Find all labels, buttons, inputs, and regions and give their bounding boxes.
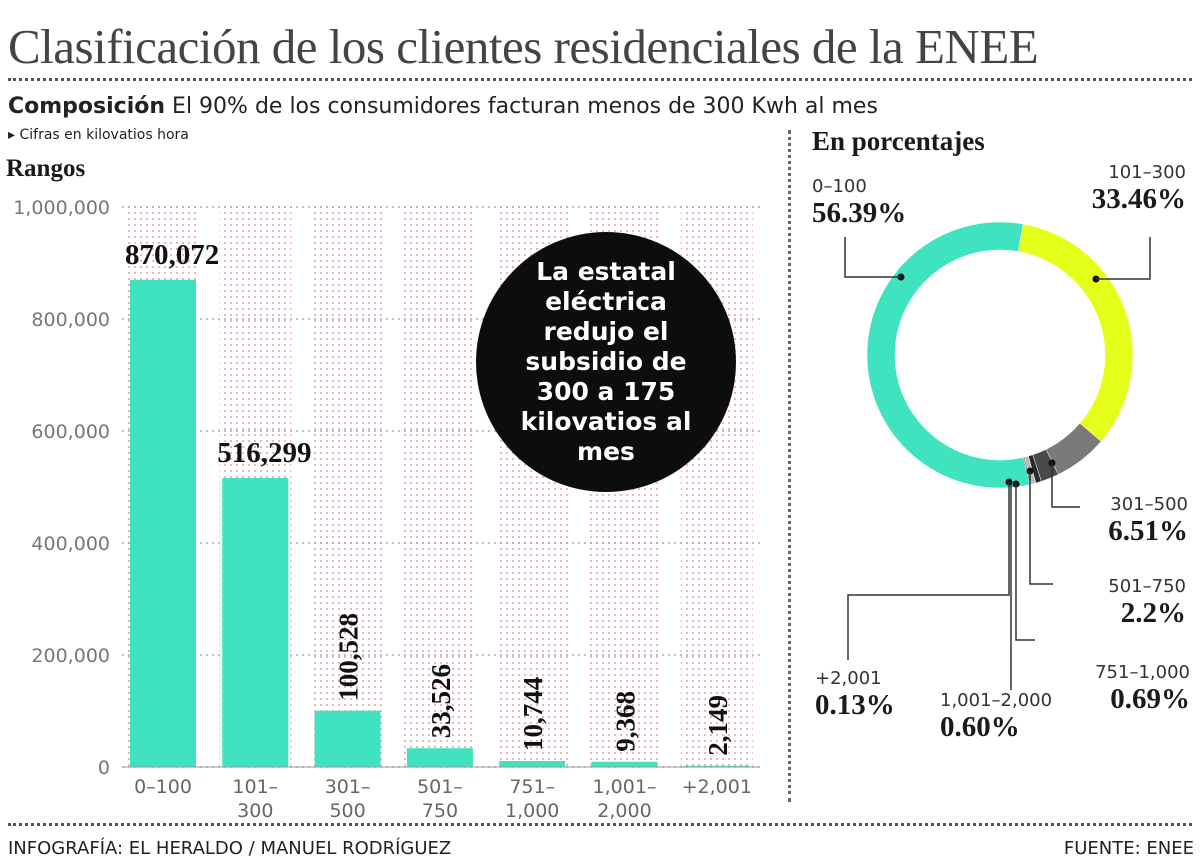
donut-label-301-500: 301–500 6.51% [1108, 494, 1188, 548]
leader-line-101-300 [1096, 237, 1151, 280]
data-label: 870,072 [125, 239, 219, 271]
column-background [311, 205, 384, 767]
slice-range: 301–500 [1110, 494, 1188, 515]
slice-range: 751–1,000 [1095, 662, 1190, 683]
leader-line-2001 [847, 482, 1010, 660]
x-tick-label: 501– [417, 776, 463, 798]
footer-divider [8, 823, 1192, 826]
triangle-icon: ▸ [8, 127, 16, 143]
x-tick-label: 2,000 [597, 800, 651, 820]
y-tick-label: 0 [98, 757, 110, 779]
data-label: 10,744 [518, 677, 548, 751]
y-tick-label: 1,000,000 [13, 197, 110, 219]
donut-slice [866, 221, 1031, 489]
x-tick-label: 1,000 [505, 800, 559, 820]
slice-percent: 0.13% [815, 689, 895, 721]
bar [406, 748, 473, 767]
donut-label-101-300: 101–300 33.46% [1092, 162, 1186, 216]
source: FUENTE: ENEE [1063, 838, 1194, 859]
section-divider [788, 130, 791, 802]
x-tick-label: 300 [237, 800, 273, 820]
donut-label-0-100: 0–100 56.39% [812, 176, 906, 230]
y-tick-label: 400,000 [31, 533, 110, 555]
x-tick-label: 101– [232, 776, 278, 798]
x-tick-label: 750 [422, 800, 458, 820]
x-tick-label: 301– [325, 776, 371, 798]
donut-label-2001: +2,001 0.13% [815, 668, 895, 722]
leader-line-301-500 [1051, 463, 1080, 508]
slice-percent: 2.2% [1120, 597, 1186, 629]
slice-range: 0–100 [812, 176, 867, 197]
subtitle-text: El 90% de los consumidores facturan meno… [172, 94, 878, 119]
x-tick-label: +2,001 [682, 776, 752, 798]
chart-title: Clasificación de los clientes residencia… [8, 19, 1039, 74]
leader-line-751-1000 [1015, 484, 1035, 641]
y-tick-label: 800,000 [31, 309, 110, 331]
leader-line-0-100 [844, 237, 901, 278]
donut-label-1001-2000: 1,001–2,000 0.60% [940, 690, 1052, 744]
units-note-text: Cifras en kilovatios hora [19, 127, 189, 143]
bar [222, 477, 289, 767]
donut-label-501-750: 501–750 2.2% [1108, 576, 1186, 630]
bar [499, 760, 566, 767]
donut-title: En porcentajes [812, 126, 985, 156]
x-tick-label: 751– [509, 776, 555, 798]
x-tick-label: 0–100 [134, 776, 192, 798]
title-divider [8, 78, 1192, 81]
donut-label-751-1000: 751–1,000 0.69% [1095, 662, 1190, 716]
donut-chart [844, 221, 1151, 690]
slice-range: 101–300 [1108, 162, 1186, 183]
bar [591, 761, 658, 767]
subtitle: Composición El 90% de los consumidores f… [8, 94, 878, 119]
data-label: 9,368 [611, 691, 641, 752]
slice-range: +2,001 [815, 668, 882, 689]
data-label: 516,299 [217, 437, 311, 469]
subtitle-bold: Composición [8, 94, 166, 119]
slice-percent: 33.46% [1091, 183, 1186, 215]
credit: INFOGRAFÍA: EL HERALDO / MANUEL RODRÍGUE… [8, 838, 452, 859]
bar [130, 279, 196, 767]
slice-percent: 6.51% [1108, 515, 1188, 547]
y-tick-label: 200,000 [31, 645, 110, 667]
y-tick-label: 600,000 [31, 421, 110, 443]
data-label: 2,149 [703, 695, 733, 756]
data-label: 33,526 [426, 664, 456, 738]
slice-percent: 0.60% [940, 711, 1020, 743]
x-tick-label: 1,001– [593, 776, 657, 798]
callout-bubble: La estatal eléctrica redujo el subsidio … [476, 232, 736, 492]
slice-percent: 0.69% [1110, 683, 1190, 715]
x-tick-label: 500 [329, 800, 365, 820]
bar [314, 710, 381, 767]
slice-range: 1,001–2,000 [940, 690, 1053, 711]
donut-slice [1018, 223, 1134, 442]
column-background [403, 205, 476, 767]
y-axis-title: Rangos [6, 155, 86, 182]
leader-line-501-750 [1029, 471, 1053, 585]
slice-percent: 56.39% [812, 197, 907, 229]
data-label: 100,528 [334, 613, 364, 701]
slice-range: 501–750 [1108, 576, 1186, 597]
units-note: ▸ Cifras en kilovatios hora [8, 127, 189, 143]
